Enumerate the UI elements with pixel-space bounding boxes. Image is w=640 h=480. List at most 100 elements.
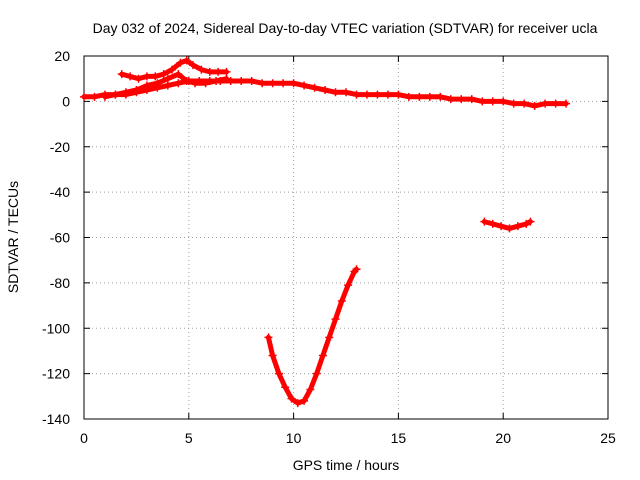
data-point [182,56,191,65]
data-point [274,369,283,378]
y-tick-label: -40 [50,184,70,200]
data-point [159,70,168,79]
data-point [264,333,273,342]
data-point [214,67,223,76]
series-upper-branch [117,56,231,83]
y-tick-label: 20 [54,48,70,64]
data-point [562,99,571,108]
data-point [373,90,382,99]
data-point [415,92,424,101]
data-point [488,219,497,228]
data-point [488,97,497,106]
data-point [212,76,221,85]
x-tick-label: 20 [495,430,511,446]
data-point [237,76,246,85]
data-point [247,76,256,85]
data-point [383,90,392,99]
data-point [287,394,296,403]
data-point [142,72,151,81]
data-point [312,369,321,378]
x-tick-label: 0 [80,430,88,446]
y-tick-label: -20 [50,139,70,155]
data-point [497,222,506,231]
data-point [352,90,361,99]
data-point [530,101,539,110]
data-point [174,79,183,88]
data-point [318,351,327,360]
data-point [90,92,99,101]
data-point [126,72,135,81]
data-point [331,88,340,97]
y-axis-label: SDTVAR / TECUs [5,181,21,293]
data-point [293,399,302,408]
data-point [258,79,267,88]
data-point [480,217,489,226]
data-point [541,99,550,108]
data-point [197,65,206,74]
data-point [352,265,361,274]
data-point [337,297,346,306]
y-tick-label: -140 [42,411,70,427]
x-tick-label: 15 [391,430,407,446]
data-point [279,79,288,88]
data-point [222,74,231,83]
data-point [191,79,200,88]
data-point [522,219,531,228]
data-point [344,281,353,290]
data-point [163,74,172,83]
data-point [325,333,334,342]
x-tick-label: 10 [286,430,302,446]
data-point [188,61,197,70]
data-point [132,86,141,95]
series-offset-segment [480,217,535,233]
plot-area-frame [83,55,609,420]
data-point [268,79,277,88]
data-point [446,95,455,104]
data-point [404,92,413,101]
data-point [467,95,476,104]
data-point [478,97,487,106]
series-lower-branch [100,70,231,101]
chart-title: Day 032 of 2024, Sidereal Day-to-day VTE… [93,20,598,36]
data-point [331,315,340,324]
data-point [394,90,403,99]
data-point [117,70,126,79]
data-point [153,79,162,88]
x-axis-ticks: 0 5 10 15 20 25 [80,56,616,446]
data-point [134,74,143,83]
data-point [168,65,177,74]
series-line [265,266,359,406]
data-point [201,79,210,88]
y-axis-ticks: -140 -120 -100 -80 -60 -40 -20 0 20 [42,48,608,427]
y-tick-label: -60 [50,230,70,246]
data-point [182,76,191,85]
y-tick-label: -80 [50,275,70,291]
series-line [481,219,533,231]
x-tick-label: 5 [185,430,193,446]
data-point [163,81,172,90]
y-tick-label: -120 [42,366,70,382]
data-point [457,95,466,104]
data-point [306,385,315,394]
data-point [268,351,277,360]
data-point [342,88,350,97]
data-point [222,67,231,76]
data-point [281,383,290,392]
data-point [362,90,371,99]
data-point [100,92,109,101]
data-point [436,92,445,101]
data-point [205,67,214,76]
data-point [174,70,183,79]
data-point [151,72,160,81]
grid [84,56,608,419]
data-point [176,58,185,67]
data-point [310,83,319,92]
y-tick-label: -100 [42,320,70,336]
data-point [520,99,529,108]
data-point [551,99,560,108]
data-point [300,396,309,405]
data-point [505,224,514,233]
data-point [80,92,88,101]
data-point [142,81,151,90]
